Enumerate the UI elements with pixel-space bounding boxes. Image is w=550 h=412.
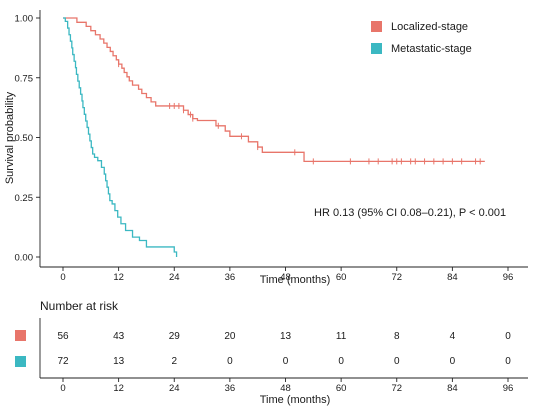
- risk-table: Number at risk 56 43 29 20 13 11 8 4 072 13 2 0 0 0 0 0…: [15, 299, 528, 406]
- risk-x-tick-label: 84: [447, 383, 458, 394]
- km-curve-localized: [63, 17, 485, 163]
- legend-swatch-localized: [371, 21, 382, 32]
- risk-x-tick-label: 72: [391, 383, 402, 394]
- km-plot: 0.00 0.25 0.50 0.75 1.00 0 12 24 36 48 60 72 84 96 S…: [4, 10, 528, 286]
- legend: Localized-stage Metastatic-stage: [371, 21, 472, 55]
- risk-x-tick-label: 36: [225, 383, 236, 394]
- risk-x-tick-label: 48: [280, 383, 291, 394]
- y-tick-label: 0.00: [15, 253, 34, 264]
- curves: [63, 17, 485, 257]
- legend-label-metastatic: Metastatic-stage: [391, 43, 472, 55]
- x-tick-label: 0: [60, 272, 65, 283]
- risk-cell: 0: [283, 356, 289, 367]
- risk-x-tick-label: 60: [336, 383, 347, 394]
- x-axis-title: Time (months): [260, 274, 331, 286]
- risk-cell: 20: [224, 331, 236, 342]
- risk-row-swatch-localized: [15, 330, 26, 341]
- x-tick-label: 84: [447, 272, 458, 283]
- risk-cell: 4: [450, 331, 456, 342]
- risk-cell: 29: [169, 331, 181, 342]
- risk-x-tick-label: 0: [60, 383, 65, 394]
- y-tick-label: 1.00: [15, 14, 34, 25]
- x-tick-label: 96: [503, 272, 514, 283]
- x-tick-label: 36: [225, 272, 236, 283]
- risk-cell: 2: [171, 356, 177, 367]
- risk-cell: 0: [450, 356, 456, 367]
- y-tick-label: 0.25: [15, 193, 34, 204]
- risk-cell: 56: [57, 331, 69, 342]
- y-tick-label: 0.75: [15, 73, 34, 84]
- risk-cells: 56 43 29 20 13 11 8 4 072 13 2 0 0 0 0 0 0: [57, 331, 511, 367]
- x-tick-label: 60: [336, 272, 347, 283]
- risk-table-title: Number at risk: [40, 299, 119, 313]
- legend-swatch-metastatic: [371, 43, 382, 54]
- x-tick-label: 24: [169, 272, 180, 283]
- risk-cell: 0: [338, 356, 344, 367]
- x-tick-label: 72: [391, 272, 402, 283]
- km-curve-metastatic: [63, 17, 178, 257]
- y-axis-title: Survival probability: [4, 91, 16, 184]
- risk-cell: 0: [505, 356, 511, 367]
- risk-cell: 8: [394, 331, 400, 342]
- hr-annotation: HR 0.13 (95% CI 0.08–0.21), P < 0.001: [314, 207, 506, 219]
- risk-cell: 43: [113, 331, 125, 342]
- risk-cell: 0: [227, 356, 233, 367]
- y-tick-label: 0.50: [15, 133, 34, 144]
- x-tick-group: 0 12 24 36 48 60 72 84 96: [60, 267, 513, 283]
- risk-x-tick-label: 24: [169, 383, 180, 394]
- risk-cell: 72: [57, 356, 69, 367]
- risk-cell: 13: [113, 356, 125, 367]
- x-tick-label: 12: [113, 272, 124, 283]
- risk-x-tick-label: 96: [503, 383, 514, 394]
- risk-cell: 11: [336, 331, 347, 342]
- risk-cell: 0: [394, 356, 400, 367]
- y-tick-group: 0.00 0.25 0.50 0.75 1.00: [15, 14, 40, 264]
- risk-x-tick-label: 12: [113, 383, 124, 394]
- risk-cell: 0: [505, 331, 511, 342]
- risk-cell: 13: [280, 331, 292, 342]
- risk-row-swatch-metastatic: [15, 356, 26, 367]
- risk-x-axis-title: Time (months): [260, 394, 331, 406]
- risk-x-tick-group: 0 12 24 36 48 60 72 84 96: [60, 378, 513, 394]
- legend-label-localized: Localized-stage: [391, 21, 468, 33]
- x-tick-label: 48: [280, 272, 291, 283]
